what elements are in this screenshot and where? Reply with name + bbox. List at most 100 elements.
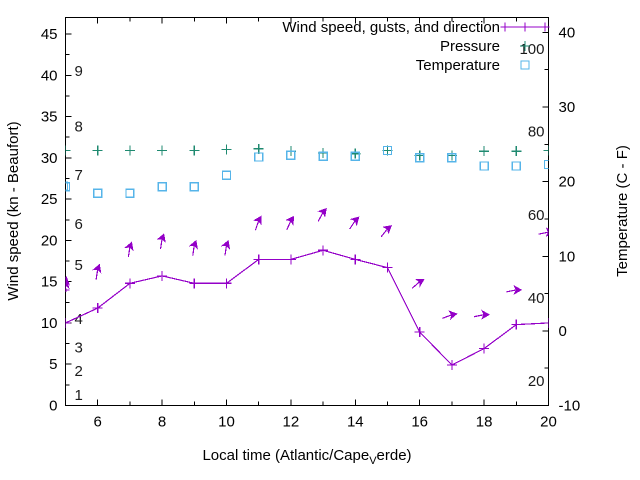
fahrenheit-label: 80 [528, 124, 545, 141]
beaufort-label: 3 [75, 340, 83, 357]
beaufort-label: 9 [75, 63, 83, 80]
wind-speed-line [65, 249, 549, 366]
temperature-marker [189, 182, 199, 192]
left-tick-label: 30 [41, 150, 58, 167]
arrow-tail [286, 220, 292, 231]
data-series-group [65, 143, 549, 371]
arrow-tail [192, 245, 195, 256]
wind-direction-arrow [473, 309, 490, 320]
bottom-tick-label: 20 [540, 414, 557, 431]
temperature-marker-edge [65, 181, 69, 191]
left-edge-points [65, 149, 70, 292]
left-tick-label: 35 [41, 109, 58, 126]
beaufort-label: 2 [75, 363, 83, 380]
fahrenheit-label: 60 [528, 207, 545, 224]
arrow-head [65, 275, 70, 286]
wind-direction-arrow [442, 310, 458, 321]
temperature-marker [254, 152, 264, 162]
arrow-tail [317, 212, 324, 222]
series-3 [65, 145, 549, 198]
arrow-tail [442, 314, 453, 319]
left-tick-label: 40 [41, 67, 58, 84]
beaufort-label: 6 [75, 216, 83, 233]
arrow-tail [538, 231, 549, 235]
arrow-tail [506, 289, 517, 293]
left-tick-label: 45 [41, 26, 58, 43]
chart-legend: Wind speed, gusts, and direction Pressure… [282, 19, 550, 74]
wind-direction-arrow [411, 278, 425, 289]
arrow-tail [159, 238, 163, 249]
temperature-marker [350, 151, 360, 161]
wind-direction-arrow [252, 215, 262, 231]
left-tick-label: 5 [49, 356, 57, 373]
wind-direction-arrow [92, 263, 102, 280]
beaufort-label: 7 [75, 167, 83, 184]
wind-direction-arrow [538, 227, 549, 238]
arrow-tail [224, 245, 228, 256]
legend-label: Temperature [416, 57, 500, 74]
fahrenheit-label: 100 [519, 41, 544, 58]
arrow-tail [473, 314, 485, 318]
temperature-marker [318, 151, 328, 161]
legend-label: Wind speed, gusts, and direction [282, 19, 500, 36]
bottom-tick-label: 10 [218, 414, 235, 431]
series-0 [65, 245, 549, 371]
bottom-axis-ticks: 6 8 10 12 14 16 18 20 [65, 17, 557, 431]
left-axis-ticks: 0 5 10 15 20 25 30 35 40 45 [41, 26, 72, 415]
beaufort-label: 1 [75, 387, 83, 404]
beaufort-label: 8 [75, 118, 83, 135]
right-axis-ticks: -10 0 10 20 30 40 [542, 24, 581, 415]
bottom-tick-label: 16 [411, 414, 428, 431]
temperature-marker [125, 188, 135, 198]
right-tick-label: -10 [559, 398, 581, 415]
left-tick-label: 25 [41, 191, 58, 208]
legend-label: Pressure [440, 38, 500, 55]
left-tick-label: 10 [41, 315, 58, 332]
fahrenheit-label: 20 [528, 373, 545, 390]
bottom-tick-label: 12 [283, 414, 300, 431]
right-tick-label: 20 [559, 174, 576, 191]
wind-direction-arrow [349, 216, 360, 230]
wind-direction-arrow [380, 225, 392, 238]
legend-square-sample [520, 60, 530, 70]
temperature-marker [157, 182, 167, 192]
temperature-marker [382, 145, 393, 156]
temperature-marker [511, 161, 521, 171]
bottom-tick-label: 6 [94, 414, 102, 431]
series-2 [65, 143, 549, 161]
wind-direction-arrow [220, 239, 231, 256]
right-tick-label: 30 [559, 99, 576, 116]
wind-direction-arrow [124, 241, 134, 258]
temperature-marker [415, 153, 425, 163]
fahrenheit-scale-labels: 20 40 60 80 100 [519, 41, 544, 390]
arrow-tail [127, 246, 131, 258]
temperature-marker [65, 182, 71, 192]
right-tick-label: 0 [559, 323, 567, 340]
arrow-tail [254, 220, 260, 231]
arrow-tail [95, 269, 99, 280]
beaufort-label: 5 [75, 257, 83, 274]
arrow-tail [411, 281, 421, 289]
wind-direction-arrow [188, 239, 198, 256]
bottom-tick-label: 14 [347, 414, 364, 431]
temperature-marker [93, 188, 103, 198]
temperature-marker [447, 153, 457, 163]
left-tick-label: 0 [49, 398, 57, 415]
wind-direction-arrow [506, 284, 523, 295]
fahrenheit-label: 40 [528, 290, 545, 307]
bottom-tick-label: 18 [476, 414, 493, 431]
arrow-tail [380, 228, 388, 238]
plot-frame [65, 17, 549, 406]
left-tick-label: 20 [41, 232, 58, 249]
temperature-marker [543, 159, 549, 170]
plot-area [65, 143, 549, 371]
beaufort-scale-labels: 1 2 3 4 5 6 7 8 9 [75, 63, 83, 404]
right-tick-label: 10 [559, 248, 576, 265]
wind-direction-arrow [156, 233, 166, 249]
left-axis-title: Wind speed (kn - Beaufort) [5, 121, 22, 300]
temperature-marker [286, 150, 296, 161]
right-axis-title: Temperature (C - F) [614, 145, 631, 277]
